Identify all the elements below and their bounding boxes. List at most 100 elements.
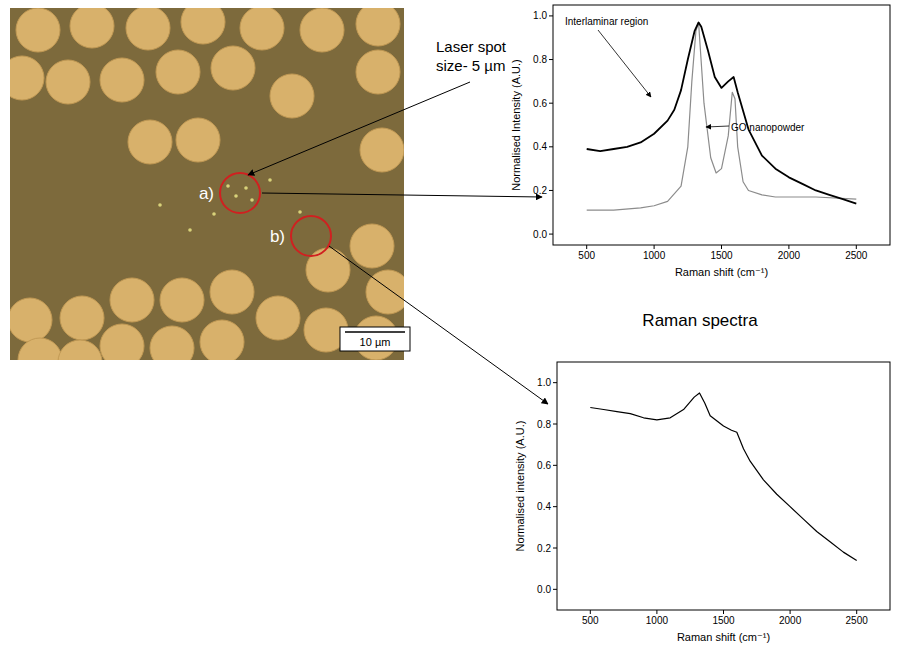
x-tick <box>656 610 657 614</box>
chart: 50010001500200025000.00.20.40.60.81.0Ram… <box>510 5 890 278</box>
particle <box>158 203 162 207</box>
x-tick-label: 1000 <box>643 250 666 261</box>
annotation-arrow <box>598 30 651 97</box>
y-tick <box>549 190 553 191</box>
fibre <box>100 324 144 360</box>
fibre <box>360 128 404 172</box>
series-line <box>587 22 857 210</box>
particle <box>298 210 302 214</box>
y-tick <box>553 465 557 466</box>
y-tick-label: 0.4 <box>537 501 551 512</box>
micrograph-background <box>10 8 404 360</box>
x-tick-label: 2000 <box>778 250 801 261</box>
spot-circle <box>291 216 331 256</box>
fibre <box>126 8 170 50</box>
annotation: Interlaminar region <box>565 16 648 27</box>
x-tick-label: 1500 <box>712 615 735 626</box>
fibre <box>350 224 394 268</box>
figure: a) b) 10 µm Laser spot size- 5 µm Raman spect… <box>0 0 901 653</box>
y-tick-label: 1.0 <box>533 10 547 21</box>
fibre <box>110 278 154 322</box>
fibre <box>306 248 350 292</box>
particle <box>268 178 272 182</box>
fibre <box>16 8 60 52</box>
x-tick-label: 2500 <box>845 250 868 261</box>
x-axis-title: Raman shift (cm⁻¹) <box>675 266 768 278</box>
y-tick <box>549 146 553 147</box>
figure-title: Raman spectra <box>642 311 758 330</box>
x-tick <box>586 245 587 249</box>
fibre <box>100 58 144 102</box>
y-tick-label: 0.6 <box>533 98 547 109</box>
spot-circle <box>220 173 260 213</box>
micrograph: a) b) 10 µm <box>0 0 410 384</box>
fibre <box>256 296 300 340</box>
fibre <box>10 56 44 100</box>
scale-bar <box>345 331 405 333</box>
y-tick <box>553 589 557 590</box>
x-tick-label: 500 <box>578 250 595 261</box>
fibre <box>181 8 225 44</box>
plot-background <box>553 5 890 245</box>
fibre <box>46 60 90 104</box>
fibre <box>58 340 102 360</box>
spot-label: a) <box>199 184 214 203</box>
y-tick <box>549 59 553 60</box>
y-tick-label: 0.0 <box>533 229 547 240</box>
x-tick <box>790 610 791 614</box>
particle <box>250 198 254 202</box>
arrow <box>248 82 470 175</box>
fibres <box>10 8 404 360</box>
particle <box>188 228 192 232</box>
series-line <box>590 393 856 560</box>
spot-note-line: size- 5 µm <box>436 57 506 74</box>
chart: 50010001500200025000.00.20.40.60.81.0Ram… <box>514 362 890 643</box>
y-tick-label: 0.8 <box>533 54 547 65</box>
x-tick <box>654 245 655 249</box>
spot-label: b) <box>270 227 285 246</box>
fibre <box>211 46 255 90</box>
fibre <box>210 270 254 314</box>
plot-background <box>557 362 890 610</box>
fibre <box>10 298 52 342</box>
fibre <box>150 326 194 360</box>
x-tick <box>788 245 789 249</box>
x-tick-label: 2500 <box>846 615 869 626</box>
y-tick-label: 0.6 <box>537 460 551 471</box>
x-tick <box>856 245 857 249</box>
fibre <box>356 8 400 46</box>
fibre <box>156 50 200 94</box>
x-tick-label: 1000 <box>646 615 669 626</box>
y-tick <box>549 15 553 16</box>
spot-note: Laser spot size- 5 µm <box>436 38 507 74</box>
annotation: GO nanopowder <box>731 122 805 133</box>
scale-bar-box <box>340 327 410 351</box>
arrow <box>329 246 548 404</box>
y-axis-title: Normalised intensity (A.U.) <box>514 421 526 552</box>
y-tick-label: 0.4 <box>533 141 547 152</box>
y-tick-label: 0.2 <box>533 185 547 196</box>
x-tick-label: 2000 <box>779 615 802 626</box>
scale-bar-label: 10 µm <box>360 336 391 348</box>
arrow <box>262 193 542 197</box>
y-tick <box>553 424 557 425</box>
y-axis-title: Normalised Intensity (A.U.) <box>510 59 522 190</box>
fibre <box>240 8 284 50</box>
particle <box>234 194 238 198</box>
spot-note-line: Laser spot <box>436 38 507 55</box>
y-tick-label: 0.0 <box>537 584 551 595</box>
particle <box>226 184 230 188</box>
y-tick <box>553 382 557 383</box>
data-group <box>587 22 857 210</box>
fibre <box>70 8 114 48</box>
y-tick-label: 0.8 <box>537 419 551 430</box>
x-tick <box>590 610 591 614</box>
x-axis-title: Raman shift (cm⁻¹) <box>677 631 770 643</box>
fibre <box>128 120 172 164</box>
y-tick-label: 1.0 <box>537 377 551 388</box>
fibre <box>18 338 62 360</box>
annotation-arrow <box>706 126 729 127</box>
particle <box>212 212 216 216</box>
fibre <box>270 74 314 118</box>
fibre <box>176 118 220 162</box>
